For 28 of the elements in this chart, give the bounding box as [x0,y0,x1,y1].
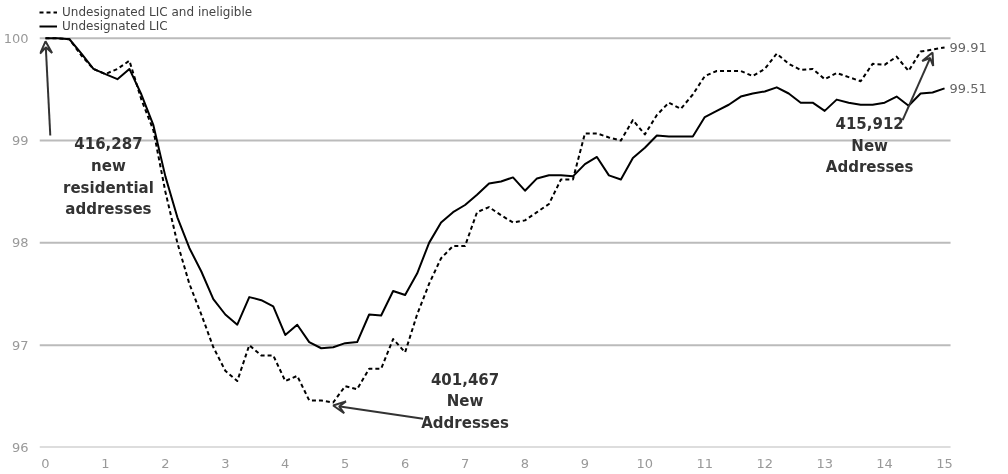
annotation: 401,467 New Addresses [421,370,509,432]
x-tick-label: 0 [41,455,50,471]
x-tick-label: 4 [281,455,290,471]
x-tick-label: 3 [221,455,230,471]
x-tick-label: 14 [876,455,893,471]
y-tick-label: 99 [11,133,29,149]
data-label: 99.51 [949,80,987,96]
y-tick-label: 98 [11,235,29,251]
data-label: 99.91 [949,39,987,55]
y-tick-label: 96 [11,440,29,455]
x-tick-label: 11 [696,455,714,471]
x-tick-label: 9 [580,455,590,471]
x-tick-label: 15 [936,455,953,471]
annotation: 415,912 New Addresses [825,114,914,177]
legend-label: Undesignated LIC and ineligible [62,5,253,19]
x-tick-label: 8 [520,455,530,471]
x-tick-label: 10 [636,455,654,471]
y-tick-label: 100 [3,30,29,46]
x-tick-label: 5 [341,455,350,471]
x-tick-label: 2 [161,455,170,471]
y-tick-label: 97 [11,337,29,353]
x-tick-label: 12 [756,455,774,471]
x-tick-label: 6 [400,455,410,471]
x-tick-label: 7 [460,455,470,471]
legend-label: Undesignated LIC [62,19,168,33]
annotation: 416,287 new residential addresses [63,135,154,219]
x-tick-label: 13 [816,455,833,471]
x-tick-label: 1 [101,455,110,471]
